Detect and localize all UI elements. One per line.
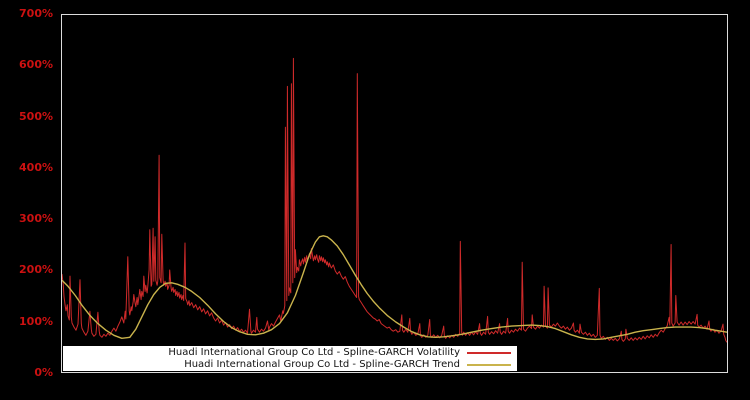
legend-item-trend: Huadi International Group Co Ltd - Splin…: [63, 359, 517, 371]
y-tick-label: 500%: [19, 109, 53, 123]
y-tick-label: 0%: [34, 366, 53, 379]
y-tick-label: 400%: [19, 160, 53, 174]
trend-line-sample: [467, 363, 511, 366]
y-tick-label: 200%: [19, 263, 53, 277]
plot-area: [61, 14, 728, 373]
legend-label-trend: Huadi International Group Co Ltd - Splin…: [184, 359, 460, 370]
y-tick-label: 100%: [19, 314, 53, 328]
y-axis: 0% 100% 200% 300% 400% 500% 600% 700%: [0, 0, 56, 400]
y-tick-label: 700%: [19, 7, 53, 20]
legend: Huadi International Group Co Ltd - Splin…: [63, 346, 517, 371]
y-tick-label: 600%: [19, 58, 53, 72]
trend-line: [62, 235, 727, 341]
volatility-line: [62, 57, 727, 343]
y-tick-label: 300%: [19, 212, 53, 226]
legend-label-volatility: Huadi International Group Co Ltd - Splin…: [168, 347, 460, 358]
volatility-line-sample: [467, 351, 511, 354]
plot-svg: [62, 57, 727, 343]
legend-item-volatility: Huadi International Group Co Ltd - Splin…: [63, 347, 517, 359]
